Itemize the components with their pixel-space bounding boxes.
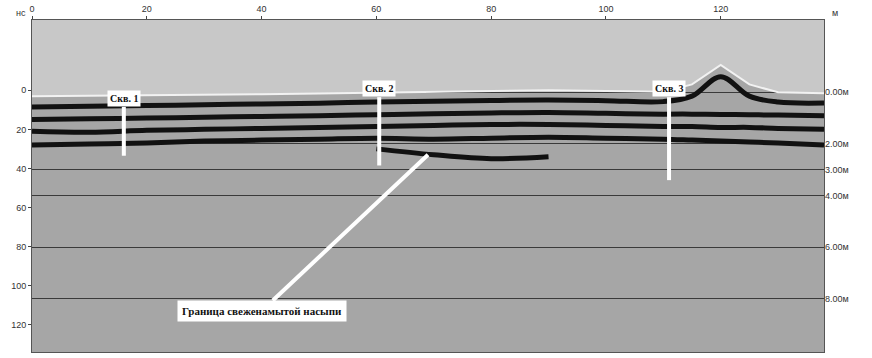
svg-text:8.00м: 8.00м — [825, 294, 849, 304]
svg-text:4.00м: 4.00м — [825, 191, 849, 201]
svg-text:Скв. 3: Скв. 3 — [655, 83, 683, 94]
svg-text:60: 60 — [16, 203, 26, 213]
svg-text:20: 20 — [16, 125, 26, 135]
svg-text:100: 100 — [11, 281, 26, 291]
svg-text:6.00м: 6.00м — [825, 242, 849, 252]
svg-text:80: 80 — [16, 242, 26, 252]
svg-text:нс: нс — [16, 8, 26, 18]
svg-text:120: 120 — [713, 4, 728, 14]
svg-text:0: 0 — [21, 85, 26, 95]
svg-text:100: 100 — [598, 4, 613, 14]
svg-text:120: 120 — [11, 320, 26, 330]
svg-text:0: 0 — [29, 4, 34, 14]
svg-text:60: 60 — [371, 4, 381, 14]
svg-text:2.00м: 2.00м — [825, 139, 849, 149]
svg-text:40: 40 — [16, 164, 26, 174]
svg-text:20: 20 — [142, 4, 152, 14]
svg-text:3.00м: 3.00м — [825, 165, 849, 175]
svg-text:Скв. 1: Скв. 1 — [110, 93, 138, 104]
svg-text:м: м — [832, 8, 838, 18]
svg-text:Скв. 2: Скв. 2 — [365, 83, 393, 94]
svg-text:80: 80 — [486, 4, 496, 14]
svg-text:40: 40 — [257, 4, 267, 14]
svg-text:0.00м: 0.00м — [825, 87, 849, 97]
svg-text:Граница свеженамытой насыпи: Граница свеженамытой насыпи — [182, 305, 342, 317]
